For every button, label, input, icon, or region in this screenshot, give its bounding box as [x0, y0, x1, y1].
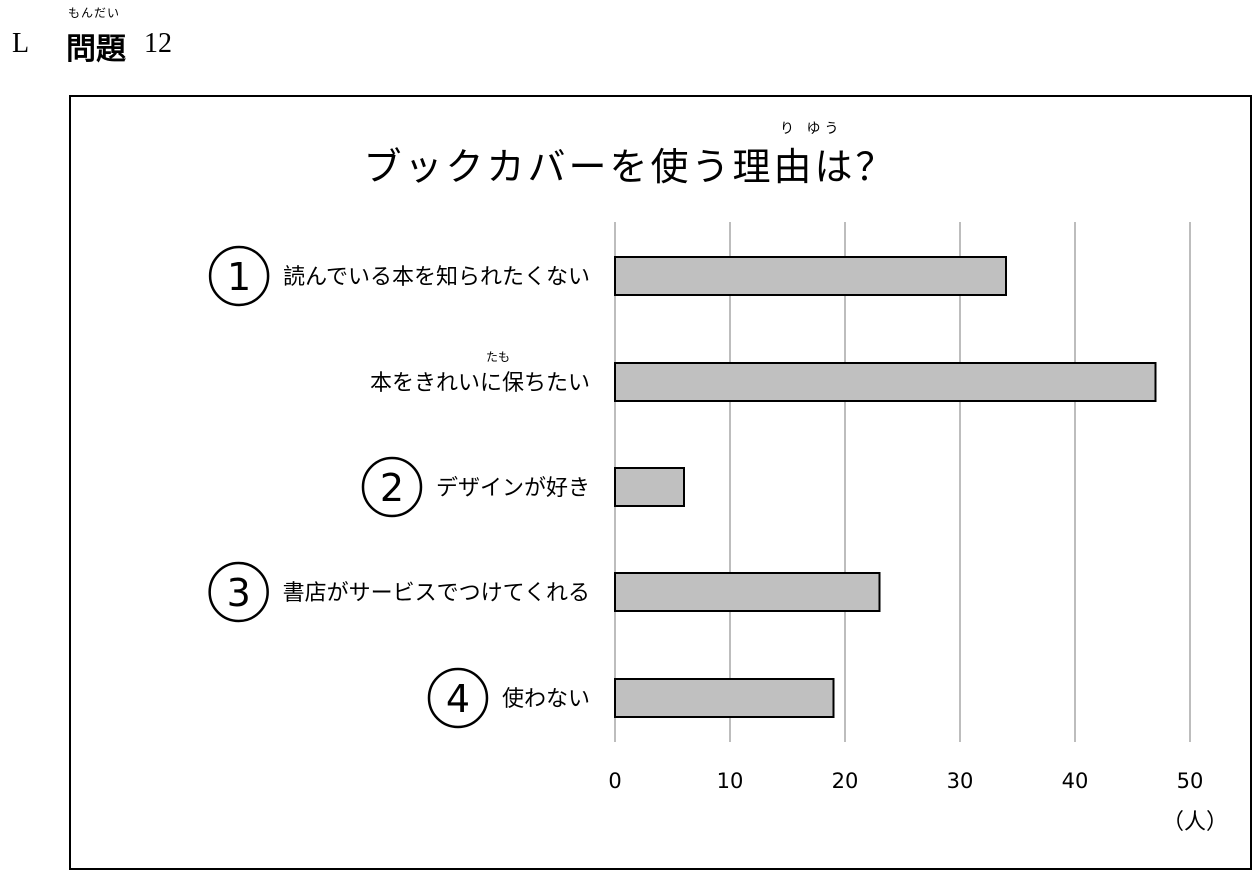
- category-label: 読んでいる本を知られたくない: [283, 265, 590, 290]
- x-tick-label: 50: [1177, 769, 1204, 793]
- category-marker-number: 1: [227, 255, 251, 299]
- bar: [614, 572, 881, 612]
- category-label: 書店がサービスでつけてくれる: [283, 581, 590, 606]
- bar: [614, 467, 685, 507]
- bar: [614, 678, 835, 718]
- title-ruby: もんだい: [68, 6, 121, 20]
- x-tick-label: 20: [832, 769, 859, 793]
- category-label: デザインが好き: [436, 476, 590, 501]
- chart-title-ruby: り ゆう: [780, 121, 843, 137]
- problem-number: 12: [144, 28, 172, 59]
- problem-title: 問題: [66, 32, 126, 67]
- x-tick-label: 10: [717, 769, 744, 793]
- category-label: 使わない: [502, 687, 590, 712]
- x-tick-label: 40: [1062, 769, 1089, 793]
- category-marker-number: 2: [380, 466, 404, 510]
- category-marker-number: 4: [446, 677, 470, 721]
- chart-frame: [69, 95, 1252, 870]
- bar: [614, 256, 1007, 296]
- bar: [614, 362, 1157, 402]
- category-marker-circle: [208, 245, 270, 307]
- x-tick-label: 0: [608, 769, 621, 793]
- category-ruby: たも: [486, 350, 511, 364]
- category-marker-circle: [208, 561, 269, 623]
- category-label: 本をきれいに保ちたい: [370, 371, 590, 396]
- x-tick-label: 30: [947, 769, 974, 793]
- chart-title: ブックカバーを使う理由は？: [363, 145, 897, 189]
- x-axis-unit: （人）: [1162, 810, 1229, 835]
- category-marker-circle: [427, 667, 489, 729]
- category-marker-circle: [361, 456, 423, 518]
- category-marker-number: 3: [227, 571, 251, 615]
- section-letter: L: [12, 28, 30, 59]
